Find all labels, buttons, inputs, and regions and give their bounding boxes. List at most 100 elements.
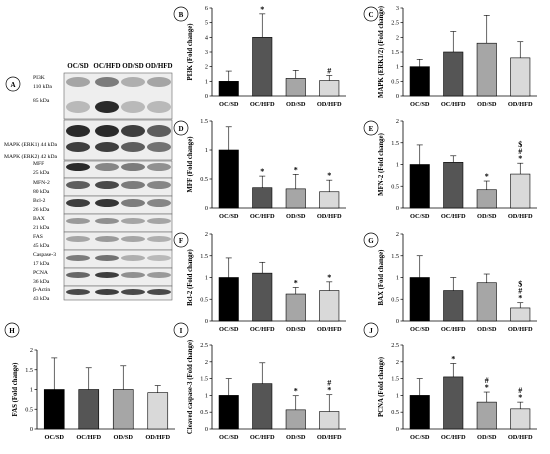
blot-band [121,163,145,171]
band-label: MAPK (ERK2) 42 kDa [4,153,57,160]
category-label: OD/HFD [317,213,342,220]
bar [218,277,239,322]
panel-letter: J [369,327,373,335]
bar [319,290,340,322]
bar [319,191,340,209]
panel-letter: E [369,125,374,133]
y-tick-label: 0.5 [25,406,33,413]
y-tick-label: 1 [205,392,208,399]
bar [319,80,340,97]
blot-band [66,272,90,278]
significance-mark: * [294,387,298,396]
y-tick-label: 2.5 [391,20,399,27]
bar [476,42,497,97]
blot-band [66,125,90,137]
band-label: 43 kDa [33,296,50,302]
y-tick-label: 1 [205,147,208,154]
blot-band [66,255,90,261]
bar [510,173,531,209]
panel-letter: I [180,327,183,335]
y-tick-label: 1 [30,387,33,394]
significance-mark: * [518,154,522,163]
y-tick-label: 1.5 [391,140,399,147]
bar [510,57,531,97]
panel-letter-circle [363,6,379,22]
blot-band [121,236,145,242]
y-tick-label: 0.5 [391,183,399,190]
y-tick-label: 0 [205,318,208,325]
y-axis-label: MFF (Fold change) [187,136,194,192]
y-tick-label: 1.5 [391,376,399,383]
category-label: OD/HFD [317,434,342,441]
category-label: OD/SD [286,326,306,333]
panel-letter-circle [173,232,189,248]
category-label: OC/HFD [250,326,275,333]
blot-band [95,163,119,171]
panel-letter-circle [363,232,379,248]
bar [252,272,273,322]
y-tick-label: 1 [396,392,399,399]
significance-mark: * [294,279,298,288]
chart-e: E 0 0.5 1 1.5 2 MFN-2 (Fold change) OC/SD OC/HFD… [363,118,537,220]
significance-mark: * [260,5,264,14]
blot-group-label: OC/HFD [93,62,120,70]
blot-band [147,163,171,171]
bar [252,37,273,97]
band-label: β-Actin [33,287,50,293]
y-tick-label: 1 [396,64,399,71]
blot-band [66,218,90,224]
y-tick-label: 1.5 [200,118,208,125]
y-axis-label: BAX (Fold change) [378,250,385,306]
bar [476,401,497,430]
y-axis-label: FAS (Fold change) [12,363,19,417]
blot-band [121,218,145,224]
bar [409,277,430,322]
bar [285,293,306,322]
panel-letter: A [10,81,15,89]
category-label: OD/SD [286,434,306,441]
category-label: OC/SD [410,326,430,333]
panel-letter: H [9,327,15,335]
y-tick-label: 1.5 [391,253,399,260]
category-label: OC/SD [410,213,430,220]
y-axis-label: Cleaved caspase-3 (Fold change) [187,340,194,434]
significance-mark: * [485,172,489,181]
y-tick-label: 2 [205,231,208,238]
blot-band [147,199,171,207]
bar [252,383,273,430]
blot-band [66,101,90,113]
category-label: OD/HFD [317,326,342,333]
y-tick-label: 0 [205,93,208,100]
blot-band [66,163,90,171]
y-tick-label: 1.5 [391,49,399,56]
bar [409,395,430,430]
blot-band [147,289,171,295]
bar [443,376,464,430]
bar [252,187,273,209]
category-label: OC/HFD [76,434,101,441]
category-label: OD/HFD [145,434,170,441]
band-label: 21 kDa [33,225,50,231]
y-tick-label: 2 [30,347,33,354]
chart-h: H 0 0.5 1 1.5 2 FAS (Fold change) OC/SD OC/HFD OD… [4,322,175,441]
category-label: OC/SD [44,434,64,441]
bar [147,392,169,430]
category-label: OD/SD [286,101,306,108]
band-label: Bcl-2 [33,198,46,204]
band-label: 25 kDa [33,170,50,176]
blot-band [66,199,90,207]
significance-mark: * [451,354,455,363]
y-tick-label: 2 [396,231,399,238]
panel-letter-circle [173,120,189,136]
blot-band [121,142,145,152]
band-label: 85 kDa [33,98,50,104]
band-label: 110 kDa [33,84,52,90]
blot-band [121,272,145,278]
y-tick-label: 0 [396,93,399,100]
blot-band [95,236,119,242]
significance-mark: $ [518,140,522,149]
bar [510,408,531,430]
significance-mark: # [518,287,522,296]
panel-letter-circle [173,322,189,338]
